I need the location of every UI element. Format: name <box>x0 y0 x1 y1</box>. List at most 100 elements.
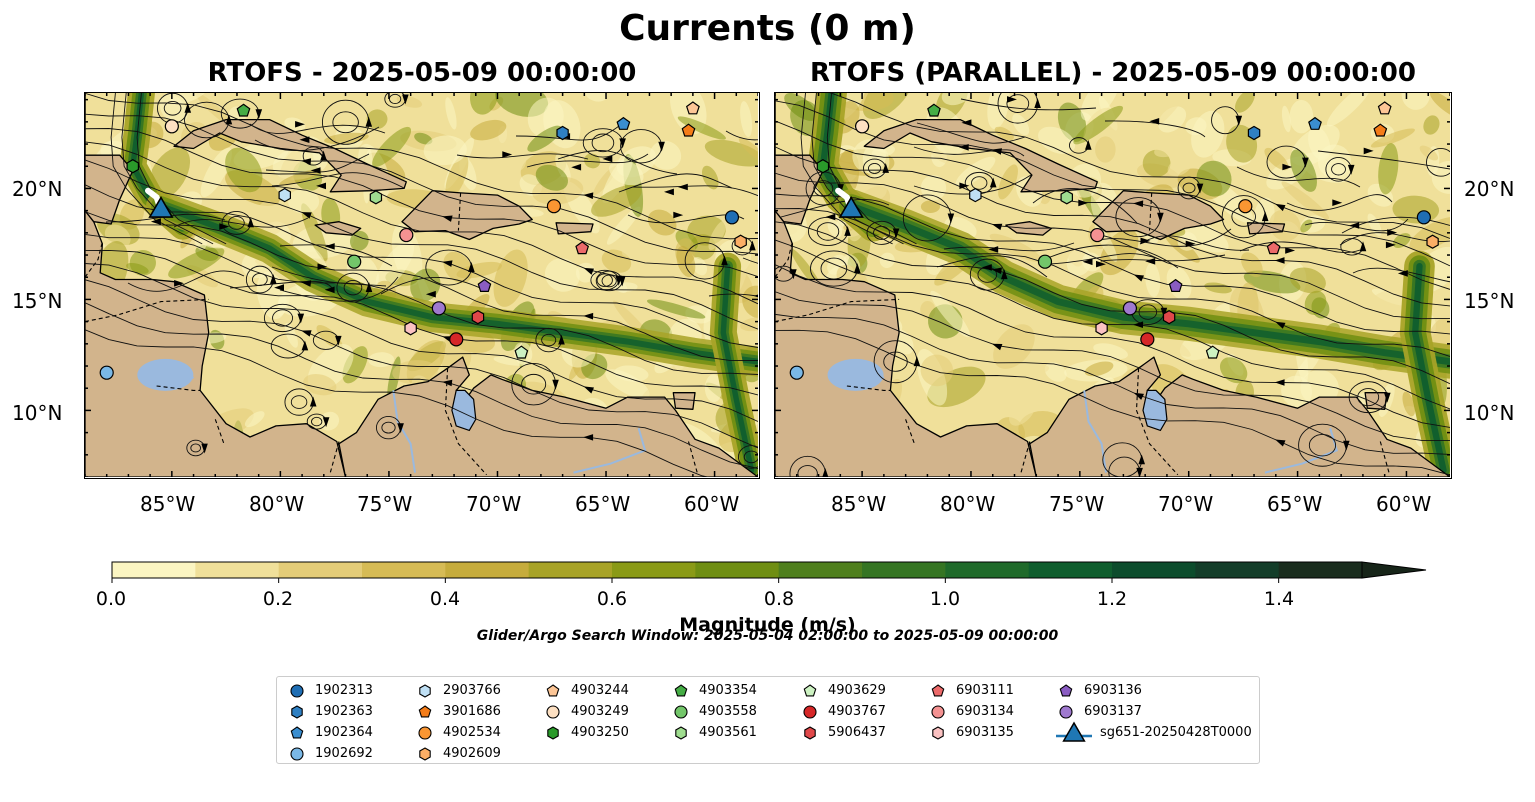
legend-marker <box>546 704 560 719</box>
float-marker-6903134[interactable] <box>1090 227 1105 243</box>
float-marker-4903244[interactable] <box>685 101 700 115</box>
legend-glider-marker <box>1062 721 1086 742</box>
float-marker-5906437[interactable] <box>1162 310 1176 325</box>
legend-item-2903766: 2903766 <box>415 680 501 701</box>
colorbar-segment <box>195 562 280 578</box>
legend-item-4903558: 4903558 <box>671 701 757 722</box>
legend-item-3901686: 3901686 <box>415 701 501 722</box>
legend-label: 4903244 <box>571 683 629 698</box>
land-cuba <box>863 118 1098 193</box>
legend-item-1902364: 1902364 <box>287 722 373 743</box>
legend-marker <box>931 683 945 696</box>
float-marker-1902364[interactable] <box>616 116 631 130</box>
colorbar-segment <box>1195 562 1280 578</box>
float-marker-6903135[interactable] <box>1095 321 1108 336</box>
legend-marker <box>803 704 817 719</box>
legend-marker-hexagon-icon <box>291 704 303 719</box>
float-marker-4902534[interactable] <box>1238 199 1253 214</box>
legend-marker-pentagon-icon <box>290 725 304 738</box>
legend-marker-pentagon-icon <box>418 704 432 717</box>
lon-label-80w-left: 80°W <box>249 492 305 516</box>
float-marker-5906437[interactable] <box>471 310 485 325</box>
float-marker-3901686[interactable] <box>681 123 696 137</box>
float-marker-1902363[interactable] <box>556 125 569 141</box>
float-marker-4903249[interactable] <box>164 119 179 134</box>
map-panel-rtofs-parallel[interactable] <box>774 92 1452 479</box>
float-marker-6903134[interactable] <box>399 227 414 243</box>
float-marker-3901686[interactable] <box>1373 123 1388 137</box>
land-trinidad <box>672 392 696 410</box>
float-marker-6903111[interactable] <box>1266 241 1281 255</box>
colorbar-segment <box>1112 562 1196 578</box>
legend-marker-triangle-icon <box>1056 721 1092 742</box>
float-markers <box>789 101 1439 380</box>
legend-label: 4903250 <box>571 725 629 740</box>
legend-marker <box>674 683 688 696</box>
legend-item-6903135: 6903135 <box>928 722 1014 743</box>
legend-label: 4903629 <box>828 683 886 698</box>
legend-label: 4902534 <box>443 725 501 740</box>
float-marker-4903250[interactable] <box>816 159 830 174</box>
float-marker-4903767[interactable] <box>449 332 464 347</box>
lat-label-15n-left: 15°N <box>12 289 63 313</box>
colorbar-tick-0.0: 0.0 <box>95 588 127 610</box>
legend: 1902313 1902363 1902364 1902692 2903766 39016… <box>276 676 1260 764</box>
float-marker-4903250[interactable] <box>126 159 139 174</box>
float-marker-4903629[interactable] <box>514 345 529 359</box>
streamlines <box>775 93 1451 478</box>
float-marker-sg651-20250428T0000[interactable] <box>148 195 174 218</box>
colorbar-segment <box>362 562 446 578</box>
legend-marker-hexagon-icon <box>804 725 816 740</box>
float-marker-sg651-20250428T0000[interactable] <box>838 195 864 218</box>
float-marker-1902692[interactable] <box>789 365 804 380</box>
legend-label: 3901686 <box>443 704 501 719</box>
legend-marker-pentagon-icon <box>803 683 817 696</box>
float-marker-2903766[interactable] <box>969 187 982 203</box>
float-marker-6903111[interactable] <box>575 241 590 255</box>
colorbar <box>111 561 1427 583</box>
colorbar-segment <box>112 562 196 578</box>
float-marker-4903629[interactable] <box>1205 345 1220 359</box>
land-puertoRico <box>1246 222 1286 235</box>
float-marker-4903354[interactable] <box>927 103 941 117</box>
legend-label: 4903249 <box>571 704 629 719</box>
float-marker-4903249[interactable] <box>854 119 870 134</box>
legend-marker-hexagon-icon <box>675 725 687 740</box>
legend-marker-pentagon-icon <box>931 683 945 696</box>
float-marker-6903135[interactable] <box>404 321 417 336</box>
float-marker-6903137[interactable] <box>1122 301 1138 316</box>
float-marker-4903767[interactable] <box>1140 332 1155 347</box>
float-marker-6903137[interactable] <box>431 301 446 316</box>
legend-label: 2903766 <box>443 683 501 698</box>
float-marker-4903558[interactable] <box>1037 254 1053 269</box>
legend-marker-pentagon-icon <box>1059 683 1073 696</box>
legend-label: 6903137 <box>1084 704 1142 719</box>
float-marker-1902692[interactable] <box>99 365 114 380</box>
map-panel-rtofs[interactable] <box>84 92 760 479</box>
float-marker-4903561[interactable] <box>369 190 383 205</box>
legend-item-6903136: 6903136 <box>1056 680 1142 701</box>
float-marker-2903766[interactable] <box>278 187 291 203</box>
float-marker-4902534[interactable] <box>546 199 562 214</box>
float-marker-4902609[interactable] <box>1426 234 1439 249</box>
float-marker-6903136[interactable] <box>477 278 492 292</box>
float-marker-4903561[interactable] <box>1060 190 1073 205</box>
legend-marker-hexagon-icon <box>547 725 559 740</box>
float-marker-1902364[interactable] <box>1308 116 1322 130</box>
panel-title-right: RTOFS (PARALLEL) - 2025-05-09 00:00:00 <box>810 58 1416 88</box>
colorbar-segment <box>528 562 613 578</box>
float-marker-6903136[interactable] <box>1168 278 1183 292</box>
map-left-svg <box>85 93 759 478</box>
country-borders <box>775 192 1390 476</box>
float-marker-1902363[interactable] <box>1247 125 1261 141</box>
land-yucatan <box>775 93 824 225</box>
float-marker-1902313[interactable] <box>724 210 740 225</box>
float-marker-4903354[interactable] <box>236 103 251 117</box>
streamline-arrows <box>150 94 759 454</box>
float-marker-4903244[interactable] <box>1377 101 1392 115</box>
float-marker-4902609[interactable] <box>734 234 747 249</box>
lon-label-80w-right: 80°W <box>940 492 996 516</box>
float-marker-4903558[interactable] <box>347 254 362 269</box>
colorbar-tick-0.8: 0.8 <box>763 588 795 610</box>
float-marker-1902313[interactable] <box>1416 210 1431 225</box>
